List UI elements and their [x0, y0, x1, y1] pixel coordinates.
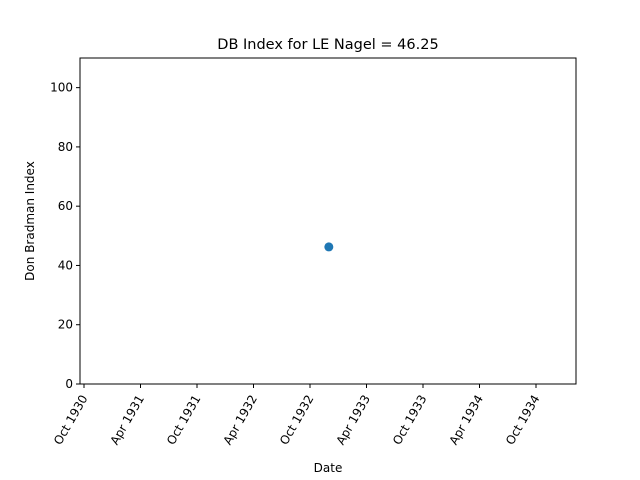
y-tick-label: 40	[58, 258, 73, 272]
y-tick-label: 20	[58, 318, 73, 332]
data-point	[324, 242, 334, 252]
data-points	[324, 242, 334, 252]
x-axis: Oct 1930 Apr 1931 Oct 1931 Apr 1932 Oct 1932…	[51, 384, 543, 447]
plot-area	[79, 57, 577, 385]
chart-title: DB Index for LE Nagel = 46.25	[217, 37, 438, 53]
x-tick-label: Oct 1930	[51, 393, 91, 448]
x-tick-label: Apr 1931	[107, 393, 147, 448]
y-tick-label: 80	[58, 140, 73, 154]
y-tick-label: 60	[58, 199, 73, 213]
x-tick-label: Oct 1931	[164, 393, 204, 448]
y-tick-label: 100	[50, 81, 73, 95]
x-tick-label: Apr 1934	[446, 393, 486, 448]
x-tick-label: Oct 1934	[503, 393, 543, 448]
x-tick-label: Apr 1932	[220, 393, 260, 448]
x-tick-label: Apr 1933	[333, 393, 373, 448]
y-axis: 0 20 40 60 80 100	[50, 81, 80, 391]
y-axis-label: Don Bradman Index	[23, 161, 37, 281]
x-tick-label: Oct 1933	[390, 393, 430, 448]
x-tick-label: Oct 1932	[277, 393, 317, 448]
y-tick-label: 0	[65, 377, 73, 391]
x-axis-label: Date	[314, 461, 343, 475]
